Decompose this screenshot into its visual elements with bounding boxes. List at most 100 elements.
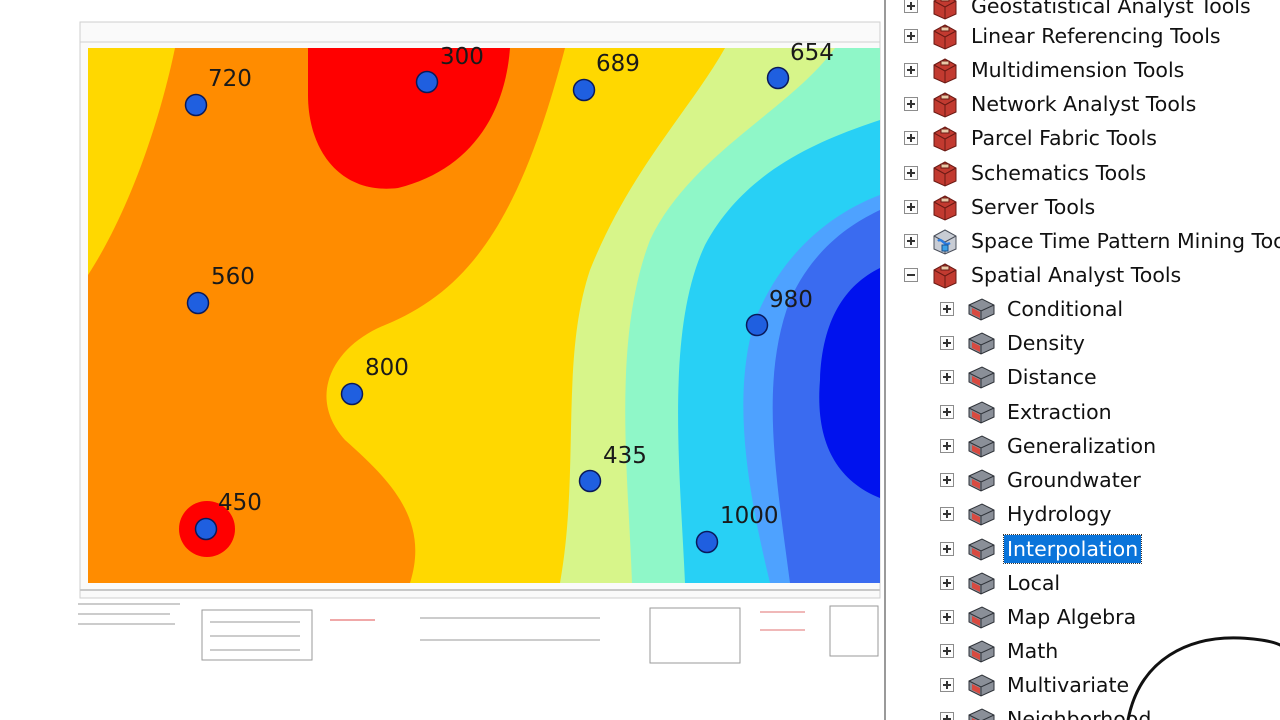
toolset-label: Conditional <box>1007 297 1124 321</box>
toolbox-label: Geostatistical Analyst Tools <box>971 0 1251 18</box>
expand-icon[interactable] <box>940 473 954 487</box>
interpolation-surface <box>88 48 880 583</box>
sample-point-450 <box>194 517 218 541</box>
toolset-icon <box>968 469 995 492</box>
toolset-icon <box>968 572 995 595</box>
expand-icon[interactable] <box>904 29 918 43</box>
toolset-icon <box>968 640 995 663</box>
toolbox-icon <box>933 161 957 187</box>
script-toolbox-icon <box>933 229 957 255</box>
point-label: 300 <box>440 44 484 70</box>
map-canvas <box>78 21 881 664</box>
toolset-generalization[interactable]: Generalization <box>940 429 1159 463</box>
toolbox-icon <box>933 58 957 84</box>
toolbox-icon <box>933 92 957 118</box>
sample-point-560 <box>186 291 210 315</box>
toolset-groundwater[interactable]: Groundwater <box>940 463 1144 497</box>
collapse-icon[interactable] <box>904 268 918 282</box>
expand-icon[interactable] <box>940 610 954 624</box>
expand-icon[interactable] <box>940 507 954 521</box>
expand-icon[interactable] <box>904 63 918 77</box>
toolbox-linear-referencing[interactable]: Linear Referencing Tools <box>904 19 1224 53</box>
toolbox-label: Schematics Tools <box>971 161 1147 185</box>
toolset-label: Hydrology <box>1007 502 1112 526</box>
sample-point-720 <box>184 93 208 117</box>
toolset-icon <box>968 298 995 321</box>
layout-marginalia <box>78 603 879 664</box>
point-label: 800 <box>365 355 409 381</box>
toolset-icon <box>968 708 995 720</box>
toolset-interpolation[interactable]: Interpolation <box>940 532 1143 566</box>
toolset-hydrology[interactable]: Hydrology <box>940 497 1114 531</box>
sample-point-300 <box>415 70 439 94</box>
point-label: 450 <box>218 490 262 516</box>
expand-icon[interactable] <box>940 439 954 453</box>
point-label: 654 <box>790 40 834 66</box>
toolbox-geostatistical-analyst[interactable]: Geostatistical Analyst Tools <box>904 0 1254 23</box>
toolbox-icon <box>933 24 957 50</box>
expand-icon[interactable] <box>904 166 918 180</box>
toolset-neighborhood[interactable]: Neighborhood <box>940 702 1154 720</box>
toolset-icon <box>968 332 995 355</box>
toolset-multivariate[interactable]: Multivariate <box>940 668 1132 702</box>
toolset-density[interactable]: Density <box>940 326 1088 360</box>
expand-icon[interactable] <box>940 336 954 350</box>
toolbox-label: Server Tools <box>971 195 1096 219</box>
sample-points <box>184 66 790 554</box>
expand-icon[interactable] <box>940 542 954 556</box>
interpolated-raster-map[interactable]: 720 300 689 654 560 980 800 435 450 1000 <box>0 0 884 720</box>
arctoolbox-tree[interactable]: Geostatistical Analyst Tools Linear Refe… <box>884 0 1280 720</box>
point-label: 720 <box>208 66 252 92</box>
toolset-extraction[interactable]: Extraction <box>940 395 1115 429</box>
toolbox-server[interactable]: Server Tools <box>904 190 1098 224</box>
expand-icon[interactable] <box>940 370 954 384</box>
toolbox-parcel-fabric[interactable]: Parcel Fabric Tools <box>904 121 1160 155</box>
toolbox-network-analyst[interactable]: Network Analyst Tools <box>904 87 1199 121</box>
toolset-icon <box>968 366 995 389</box>
toolset-label: Groundwater <box>1007 468 1141 492</box>
toolset-label: Neighborhood <box>1007 707 1152 720</box>
zone-red-top <box>308 48 510 189</box>
toolbox-label: Spatial Analyst Tools <box>971 263 1182 287</box>
expand-icon[interactable] <box>940 405 954 419</box>
expand-icon[interactable] <box>940 712 954 720</box>
toolbox-multidimension[interactable]: Multidimension Tools <box>904 53 1187 87</box>
toolset-icon <box>968 606 995 629</box>
toolset-label: Local <box>1007 571 1061 595</box>
expand-icon[interactable] <box>904 234 918 248</box>
toolset-distance[interactable]: Distance <box>940 360 1100 394</box>
expand-icon[interactable] <box>904 0 918 13</box>
toolset-icon <box>968 435 995 458</box>
toolbox-schematics[interactable]: Schematics Tools <box>904 156 1149 190</box>
point-label: 1000 <box>720 503 779 529</box>
toolset-icon <box>968 538 995 561</box>
expand-icon[interactable] <box>940 576 954 590</box>
toolset-map-algebra[interactable]: Map Algebra <box>940 600 1139 634</box>
expand-icon[interactable] <box>940 644 954 658</box>
point-label: 980 <box>769 287 813 313</box>
sample-point-800 <box>340 382 364 406</box>
toolbox-icon <box>933 263 957 289</box>
expand-icon[interactable] <box>904 200 918 214</box>
sample-point-980 <box>745 313 769 337</box>
toolset-conditional[interactable]: Conditional <box>940 292 1126 326</box>
toolset-label: Math <box>1007 639 1059 663</box>
expand-icon[interactable] <box>904 131 918 145</box>
toolbox-spatial-analyst[interactable]: Spatial Analyst Tools <box>904 258 1184 292</box>
toolset-math[interactable]: Math <box>940 634 1061 668</box>
annotation-circle <box>1126 636 1280 720</box>
toolset-label: Density <box>1007 331 1085 355</box>
toolset-label: Generalization <box>1007 434 1157 458</box>
toolset-local[interactable]: Local <box>940 566 1063 600</box>
toolbox-icon <box>933 0 957 20</box>
expand-icon[interactable] <box>940 302 954 316</box>
point-label: 560 <box>211 264 255 290</box>
expand-icon[interactable] <box>940 678 954 692</box>
expand-icon[interactable] <box>904 97 918 111</box>
toolbox-label: Space Time Pattern Mining Toolbox <box>971 229 1280 253</box>
toolset-icon <box>968 674 995 697</box>
sample-point-654 <box>766 66 790 90</box>
toolset-label: Map Algebra <box>1007 605 1137 629</box>
sample-point-435 <box>578 469 602 493</box>
toolbox-space-time-pattern-mining[interactable]: Space Time Pattern Mining Toolbox <box>904 224 1280 258</box>
